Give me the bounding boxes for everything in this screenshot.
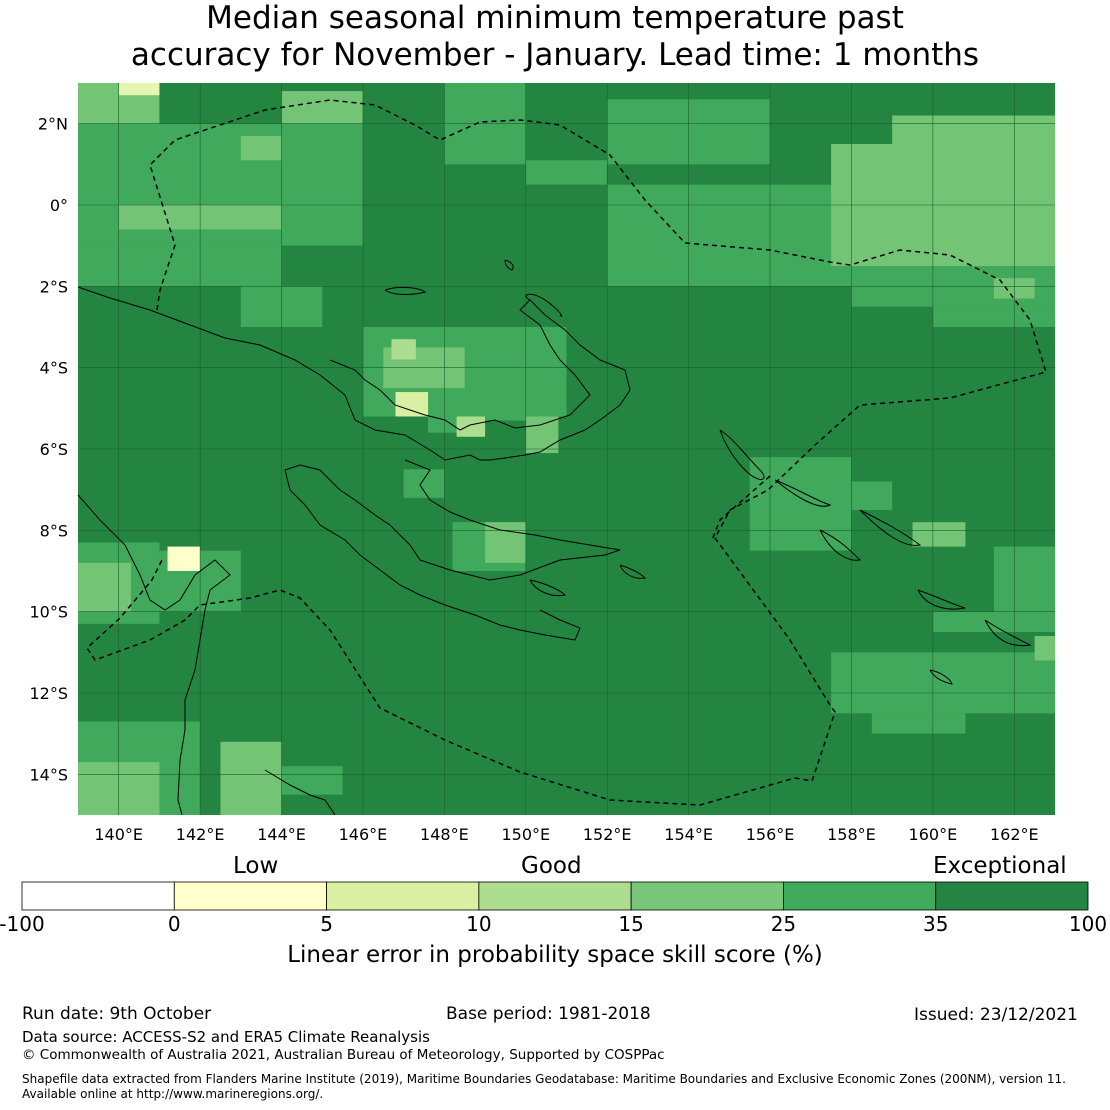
skill-patch <box>831 652 1055 714</box>
skill-patch <box>403 469 445 498</box>
skill-patch <box>220 741 282 815</box>
skill-patch <box>118 83 160 96</box>
coastlines <box>77 259 1032 816</box>
colorbar-tick-label: 5 <box>320 912 333 936</box>
longitude-tick-label: 160°E <box>909 825 958 844</box>
longitude-tick-label: 152°E <box>583 825 632 844</box>
longitude-tick-label: 146°E <box>339 825 388 844</box>
longitude-tick-label: 140°E <box>94 825 143 844</box>
latitude-tick-label: 14°S <box>29 765 68 784</box>
graticule <box>78 83 1055 815</box>
longitude-tick-label: 156°E <box>746 825 795 844</box>
colorbar-segment <box>326 881 480 911</box>
colorbar-segment <box>173 881 327 911</box>
skill-patch <box>1034 636 1055 661</box>
eez-boundary-solomon <box>711 475 771 541</box>
skill-patch <box>912 522 966 547</box>
colorbar-segment <box>21 881 175 911</box>
longitude-tick-label: 154°E <box>664 825 713 844</box>
colorbar-segment <box>630 881 784 911</box>
longitude-tick-label: 148°E <box>420 825 469 844</box>
skill-patch <box>485 408 526 421</box>
colorbar-tick-label: 0 <box>167 912 181 936</box>
colorbar-tick-label: 10 <box>466 912 492 936</box>
colorbar-segment <box>935 881 1089 911</box>
skill-patch <box>525 160 608 185</box>
skill-patch <box>525 416 559 454</box>
colorbar <box>21 881 1089 911</box>
longitude-tick-label: 150°E <box>501 825 550 844</box>
skill-score-map: 140°E 142°E 144°E 146°E 148°E 150°E 152°E 154°E… <box>29 83 1055 844</box>
map-title-line-2: accuracy for November - January. Lead ti… <box>130 37 980 73</box>
base-period: Base period: 1981-2018 <box>446 1004 651 1024</box>
skill-patch <box>871 713 966 734</box>
shapefile-credit-line-1: Shapefile data extracted from Flanders M… <box>22 1072 1066 1086</box>
skill-patch <box>281 91 363 124</box>
skill-patch <box>78 245 282 287</box>
skill-patch <box>485 522 526 563</box>
skill-patch <box>851 481 893 510</box>
latitude-tick-label: 2°S <box>40 277 68 296</box>
skill-patch <box>517 347 559 368</box>
skill-patch <box>932 611 1055 632</box>
skill-patch <box>167 546 201 571</box>
skill-patch <box>281 766 343 795</box>
longitude-tick-label: 144°E <box>257 825 306 844</box>
latitude-tick-label: 10°S <box>29 603 68 622</box>
skill-patch <box>391 339 416 360</box>
colorbar-label: Linear error in probability space skill … <box>287 942 823 968</box>
colorbar-tick-label: 25 <box>770 912 797 936</box>
skill-patch <box>749 457 852 551</box>
skill-patch <box>993 546 1055 612</box>
latitude-tick-label: 8°S <box>40 521 68 540</box>
data-source: Data source: ACCESS-S2 and ERA5 Climate … <box>22 1028 430 1046</box>
longitude-tick-label: 158°E <box>827 825 876 844</box>
skill-patch <box>240 135 282 161</box>
issued-date: Issued: 23/12/2021 <box>914 1005 1078 1025</box>
skill-patch <box>932 306 1055 327</box>
copyright-line: © Commonwealth of Australia 2021, Austra… <box>22 1047 665 1063</box>
latitude-tick-label: 0° <box>50 196 68 215</box>
colorbar-category-low: Low <box>233 853 279 879</box>
longitude-tick-label: 162°E <box>990 825 1039 844</box>
longitude-tick-label: 142°E <box>176 825 225 844</box>
colorbar-tick-label: -100 <box>0 912 45 936</box>
colorbar-tick-label: 100 <box>1068 912 1108 936</box>
latitude-tick-label: 12°S <box>29 684 68 703</box>
latitude-tick-label: 2°N <box>38 115 68 134</box>
colorbar-segment <box>478 881 632 911</box>
colorbar-category-exceptional: Exceptional <box>933 853 1067 879</box>
colorbar-tick-label: 35 <box>922 912 949 936</box>
skill-patch <box>892 115 1055 144</box>
skill-patch <box>395 392 429 417</box>
latitude-tick-label: 4°S <box>40 359 68 378</box>
colorbar-tick-label: 15 <box>618 912 644 936</box>
skill-patch <box>78 562 131 612</box>
latitude-tick-label: 6°S <box>40 440 68 459</box>
eez-boundary-png <box>86 99 1047 806</box>
colorbar-category-good: Good <box>521 853 582 879</box>
shapefile-credit-line-2: Available online at http://www.marinereg… <box>22 1087 324 1101</box>
run-date: Run date: 9th October <box>22 1004 212 1024</box>
map-title-line-1: Median seasonal minimum temperature past <box>206 0 904 36</box>
skill-patch <box>456 416 486 437</box>
colorbar-segment <box>783 881 937 911</box>
